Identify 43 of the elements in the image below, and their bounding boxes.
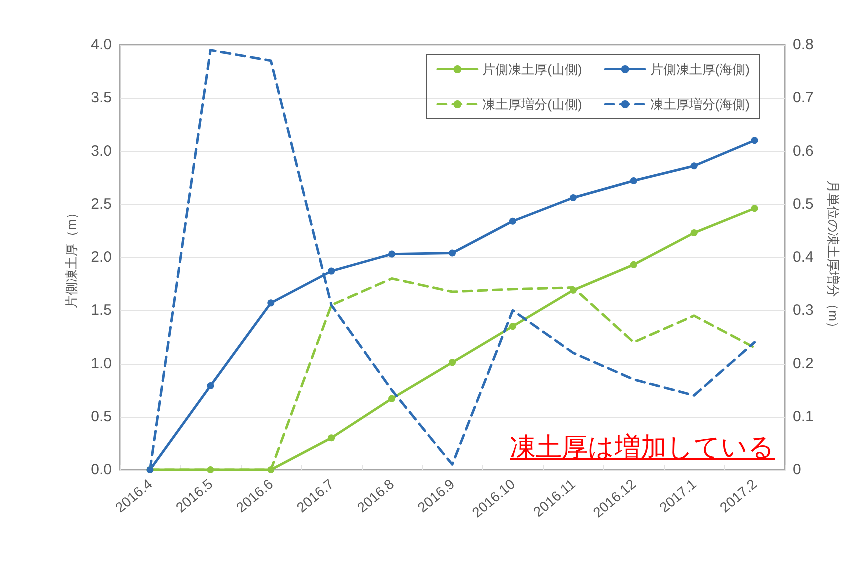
y-tick-label: 2.5: [91, 196, 112, 213]
y-tick-label: 1.0: [91, 355, 112, 372]
y-tick-label: 1.5: [91, 302, 112, 320]
legend-label: 片側凍土厚(山側): [482, 62, 582, 77]
point: [570, 286, 577, 294]
y-tick-label: 3.5: [91, 90, 112, 107]
point: [751, 205, 758, 212]
y2-axis-title: 月単位の凍土厚増分（m）: [826, 180, 841, 334]
y2-tick-label: 0.1: [793, 408, 814, 426]
point: [388, 395, 396, 402]
point: [570, 194, 577, 202]
y-tick-label: 0.5: [91, 408, 112, 426]
point: [630, 178, 638, 184]
y-tick-label: 0.0: [91, 462, 112, 478]
legend-label: 片側凍土厚(海側): [650, 62, 750, 77]
point: [509, 218, 516, 225]
y-axis-title: 片側凍土厚（m）: [64, 206, 79, 308]
y-tick-label: 2.0: [91, 249, 112, 266]
y2-tick-label: 0: [793, 462, 802, 478]
y2-tick-label: 0.6: [793, 142, 814, 160]
point: [690, 230, 698, 237]
point: [328, 434, 336, 442]
point: [449, 359, 456, 366]
point: [690, 162, 698, 170]
point: [630, 261, 638, 268]
point: [268, 300, 275, 307]
point: [509, 323, 516, 330]
point: [328, 268, 336, 275]
y2-tick-label: 0.2: [793, 355, 814, 372]
y-tick-label: 3.0: [91, 142, 112, 160]
y2-tick-label: 0.5: [793, 196, 814, 213]
y2-tick-label: 0.7: [793, 90, 814, 107]
point: [207, 382, 214, 390]
point: [751, 137, 758, 144]
legend-label: 凍土厚増分(海側): [650, 97, 750, 112]
y2-tick-label: 0.4: [793, 249, 814, 266]
annotation: 凍土厚は増加している: [510, 432, 775, 462]
y-tick-label: 4.0: [91, 36, 112, 54]
y2-tick-label: 0.3: [793, 302, 814, 320]
legend-label: 凍土厚増分(山側): [482, 97, 582, 112]
y2-tick-label: 0.8: [793, 36, 814, 54]
point: [449, 250, 456, 257]
point: [388, 250, 396, 258]
